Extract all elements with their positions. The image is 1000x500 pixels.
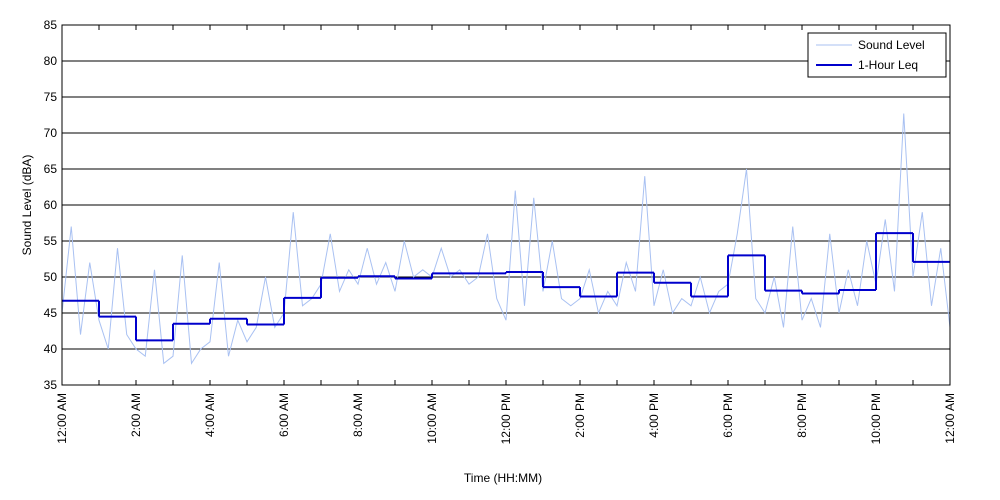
x-tick-label: 12:00 AM	[943, 393, 957, 444]
y-tick-label: 75	[44, 90, 58, 104]
y-tick-label: 65	[44, 162, 58, 176]
y-tick-label: 80	[44, 54, 58, 68]
y-tick-label: 85	[44, 18, 58, 32]
y-tick-label: 50	[44, 270, 58, 284]
x-tick-label: 2:00 AM	[129, 393, 143, 437]
x-axis-label: Time (HH:MM)	[464, 471, 542, 485]
plot-frame	[61, 24, 951, 386]
x-tick-label: 4:00 PM	[647, 393, 661, 438]
x-tick-label: 6:00 AM	[277, 393, 291, 437]
x-tick-label: 6:00 PM	[721, 393, 735, 438]
x-tick-label: 10:00 PM	[869, 393, 883, 444]
x-tick-label: 2:00 PM	[573, 393, 587, 438]
y-tick-label: 45	[44, 306, 58, 320]
sound-level-line	[61, 113, 951, 365]
legend-label: 1-Hour Leq	[858, 58, 918, 72]
y-tick-label: 55	[44, 234, 58, 248]
y-tick-label: 40	[44, 342, 58, 356]
x-tick-label: 12:00 PM	[499, 393, 513, 444]
legend-label: Sound Level	[858, 38, 925, 52]
y-axis-label: Sound Level (dBA)	[20, 155, 34, 256]
y-tick-label: 70	[44, 126, 58, 140]
legend-box	[807, 32, 947, 78]
x-tick-label: 12:00 AM	[55, 393, 69, 444]
y-tick-label: 60	[44, 198, 58, 212]
x-tick-label: 8:00 AM	[351, 393, 365, 437]
x-tick-label: 8:00 PM	[795, 393, 809, 438]
x-tick-label: 10:00 AM	[425, 393, 439, 444]
y-tick-label: 35	[44, 378, 58, 392]
x-tick-label: 4:00 AM	[203, 393, 217, 437]
